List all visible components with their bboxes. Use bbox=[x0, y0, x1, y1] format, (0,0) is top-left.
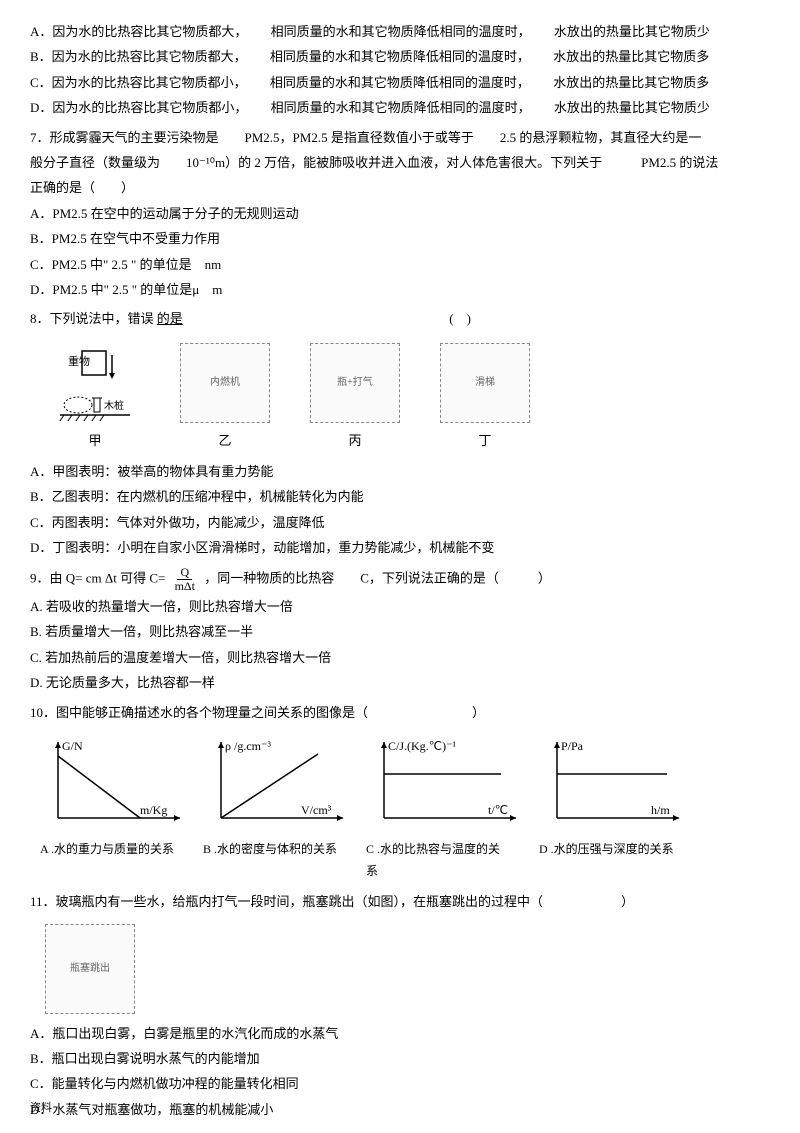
q9-stem: 9．由 Q= cm Δt 可得 C= Q mΔt ，同一种物质的比热容 C，下列… bbox=[30, 566, 770, 593]
q10-chart-d: P/Pa h/m D .水的压强与深度的关系 bbox=[539, 736, 684, 882]
bottle-pump-diagram: 瓶+打气 bbox=[310, 343, 400, 423]
q6-b-3: 水放出的热量比其它物质多 bbox=[553, 49, 709, 64]
q10-chart-a: G/N m/Kg A .水的重力与质量的关系 bbox=[40, 736, 185, 882]
q10-stem: 10．图中能够正确描述水的各个物理量之间关系的图像是（ ） bbox=[30, 701, 770, 724]
q6-c-1: C．因为水的比热容比其它物质都小， bbox=[30, 75, 247, 90]
q6-a-3: 水放出的热量比其它物质少 bbox=[554, 24, 710, 39]
q10-cap-c: C .水的比热容与温度的关系 bbox=[366, 839, 506, 882]
q8-cap-yi: 乙 bbox=[218, 429, 231, 452]
q8-cap-jia: 甲 bbox=[88, 429, 101, 452]
q8-opt-b: B．乙图表明：在内燃机的压缩冲程中，机械能转化为内能 bbox=[30, 485, 770, 508]
q6-opt-c: C．因为水的比热容比其它物质都小， 相同质量的水和其它物质降低相同的温度时， 水… bbox=[30, 71, 770, 94]
svg-text:h/m: h/m bbox=[651, 803, 670, 817]
q7-stem-2: 般分子直径（数量级为 10⁻¹⁰m）的 2 万倍，能被肺吸收并进入血液，对人体危… bbox=[30, 151, 770, 174]
q11-opt-d: D．水蒸气对瓶塞做功，瓶塞的机械能减小 bbox=[30, 1098, 770, 1121]
q6-opt-a: A．因为水的比热容比其它物质都大， 相同质量的水和其它物质降低相同的温度时， 水… bbox=[30, 20, 770, 43]
q9-fraction: Q mΔt bbox=[172, 566, 198, 593]
q6-c-3: 水放出的热量比其它物质多 bbox=[553, 75, 709, 90]
q8-opt-d: D．丁图表明：小明在自家小区滑滑梯时，动能增加，重力势能减少，机械能不变 bbox=[30, 536, 770, 559]
q6-a-2: 相同质量的水和其它物质降低相同的温度时， bbox=[271, 24, 531, 39]
q11-bottle-diagram: 瓶塞跳出 bbox=[45, 924, 135, 1014]
q9-stem-1: 9．由 Q= cm Δt 可得 C= bbox=[30, 570, 165, 585]
q9-stem-2: ，同一种物质的比热容 C，下列说法正确的是（ ） bbox=[204, 570, 551, 585]
svg-text:C/J.(Kg.℃)⁻¹: C/J.(Kg.℃)⁻¹ bbox=[388, 739, 456, 753]
q7-opt-a: A．PM2.5 在空中的运动属于分子的无规则运动 bbox=[30, 202, 770, 225]
q9-frac-den: mΔt bbox=[172, 580, 198, 593]
q6-d-1: D．因为水的比热容比其它物质都小， bbox=[30, 100, 247, 115]
svg-text:m/Kg: m/Kg bbox=[140, 803, 167, 817]
engine-diagram: 内燃机 bbox=[180, 343, 270, 423]
q8-images: 重物 木桩 甲 内燃机 乙 瓶+打气 丙 滑梯 丁 bbox=[50, 343, 770, 452]
q10-cap-b: B .水的密度与体积的关系 bbox=[203, 839, 337, 861]
q8-stem-1: 8．下列说法中，错误 bbox=[30, 311, 154, 326]
slide-diagram: 滑梯 bbox=[440, 343, 530, 423]
q10-charts: G/N m/Kg A .水的重力与质量的关系 ρ /g.cm⁻³ V/cm³ B… bbox=[40, 736, 770, 882]
q9-frac-num: Q bbox=[177, 566, 192, 580]
q6-d-3: 水放出的热量比其它物质少 bbox=[554, 100, 710, 115]
q8-img-jia: 重物 木桩 甲 bbox=[50, 343, 140, 452]
q7-stem-3: 正确的是（ ） bbox=[30, 176, 770, 199]
q10-chart-c: C/J.(Kg.℃)⁻¹ t/℃ C .水的比热容与温度的关系 bbox=[366, 736, 521, 882]
q6-opt-b: B．因为水的比热容比其它物质都大， 相同质量的水和其它物质降低相同的温度时， 水… bbox=[30, 45, 770, 68]
q7-opt-d: D．PM2.5 中" 2.5 " 的单位是μ m bbox=[30, 278, 770, 301]
q8-jia-label2: 木桩 bbox=[104, 399, 124, 412]
q7-opt-c: C．PM2.5 中" 2.5 " 的单位是 nm bbox=[30, 253, 770, 276]
q10-chart-b: ρ /g.cm⁻³ V/cm³ B .水的密度与体积的关系 bbox=[203, 736, 348, 882]
q6-a-1: A．因为水的比热容比其它物质都大， bbox=[30, 24, 247, 39]
q8-stem: 8．下列说法中，错误 的是 ( ) bbox=[30, 307, 770, 330]
svg-text:ρ /g.cm⁻³: ρ /g.cm⁻³ bbox=[225, 739, 271, 753]
q8-img-ding: 滑梯 丁 bbox=[440, 343, 530, 452]
q9-opt-a: A. 若吸收的热量增大一倍，则比热容增大一倍 bbox=[30, 595, 770, 618]
q6-b-1: B．因为水的比热容比其它物质都大， bbox=[30, 49, 247, 64]
q6-b-2: 相同质量的水和其它物质降低相同的温度时， bbox=[270, 49, 530, 64]
q6-c-2: 相同质量的水和其它物质降低相同的温度时， bbox=[270, 75, 530, 90]
q11-opt-b: B．瓶口出现白雾说明水蒸气的内能增加 bbox=[30, 1047, 770, 1070]
q11-stem: 11．玻璃瓶内有一些水，给瓶内打气一段时间，瓶塞跳出（如图），在瓶塞跳出的过程中… bbox=[30, 890, 770, 913]
q6-d-2: 相同质量的水和其它物质降低相同的温度时， bbox=[271, 100, 531, 115]
q8-cap-ding: 丁 bbox=[478, 429, 491, 452]
q9-opt-d: D. 无论质量多大，比热容都一样 bbox=[30, 671, 770, 694]
svg-text:t/℃: t/℃ bbox=[488, 803, 508, 817]
q8-jia-label: 重物 bbox=[68, 354, 90, 368]
q6-opt-d: D．因为水的比热容比其它物质都小， 相同质量的水和其它物质降低相同的温度时， 水… bbox=[30, 96, 770, 119]
q7-stem-1: 7．形成雾霾天气的主要污染物是 PM2.5，PM2.5 是指直径数值小于或等于 … bbox=[30, 126, 770, 149]
q8-img-yi: 内燃机 乙 bbox=[180, 343, 270, 452]
q8-cap-bing: 丙 bbox=[348, 429, 361, 452]
svg-text:V/cm³: V/cm³ bbox=[301, 803, 332, 817]
q8-opt-c: C．丙图表明：气体对外做功，内能减少，温度降低 bbox=[30, 511, 770, 534]
q10-cap-d: D .水的压强与深度的关系 bbox=[539, 839, 674, 861]
svg-text:P/Pa: P/Pa bbox=[561, 739, 584, 753]
q8-opt-a: A．甲图表明：被举高的物体具有重力势能 bbox=[30, 460, 770, 483]
q11-opt-a: A．瓶口出现白雾，白雾是瓶里的水汽化而成的水蒸气 bbox=[30, 1022, 770, 1045]
svg-text:G/N: G/N bbox=[62, 739, 83, 753]
q8-img-bing: 瓶+打气 丙 bbox=[310, 343, 400, 452]
q10-cap-a: A .水的重力与质量的关系 bbox=[40, 839, 174, 861]
q7-opt-b: B．PM2.5 在空气中不受重力作用 bbox=[30, 227, 770, 250]
q11-opt-c: C．能量转化与内燃机做功冲程的能量转化相同 bbox=[30, 1072, 770, 1095]
q9-opt-c: C. 若加热前后的温度差增大一倍，则比热容增大一倍 bbox=[30, 646, 770, 669]
q9-opt-b: B. 若质量增大一倍，则比热容减至一半 bbox=[30, 620, 770, 643]
page-footer: 资料 bbox=[30, 1099, 52, 1119]
q8-stem-2: 的是 bbox=[157, 311, 183, 326]
q8-paren: ( ) bbox=[449, 311, 471, 326]
